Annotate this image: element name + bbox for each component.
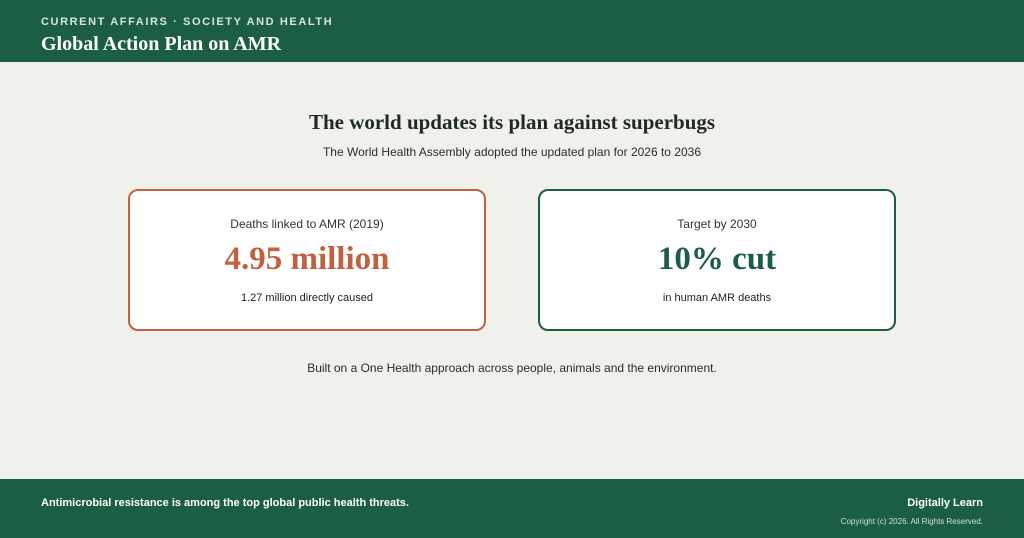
category-kicker: CURRENT AFFAIRS · SOCIETY AND HEALTH	[41, 16, 334, 28]
stat-card-value: 10% cut	[657, 241, 777, 277]
stat-card-label: Deaths linked to AMR (2019)	[230, 217, 384, 231]
one-health-note: Built on a One Health approach across pe…	[307, 361, 717, 375]
footer-copyright: Copyright (c) 2026. All Rights Reserved.	[840, 517, 983, 526]
stat-card-value: 4.95 million	[224, 241, 390, 277]
stat-card-note: 1.27 million directly caused	[240, 292, 374, 304]
stat-card-label: Target by 2030	[677, 217, 757, 231]
footer-brand: Digitally Learn	[907, 497, 983, 509]
header-bar: CURRENT AFFAIRS · SOCIETY AND HEALTH Glo…	[0, 0, 1024, 62]
stat-card-note: in human AMR deaths	[662, 292, 772, 304]
subheadline: The World Health Assembly adopted the up…	[322, 145, 702, 159]
stat-card-deaths: Deaths linked to AMR (2019) 4.95 million…	[128, 189, 486, 331]
footer-bar: Antimicrobial resistance is among the to…	[0, 479, 1024, 538]
headline: The world updates its plan against super…	[308, 110, 716, 134]
footer-tagline: Antimicrobial resistance is among the to…	[41, 497, 409, 509]
stat-card-target: Target by 2030 10% cut in human AMR deat…	[538, 189, 896, 331]
page-title: Global Action Plan on AMR	[41, 33, 282, 55]
